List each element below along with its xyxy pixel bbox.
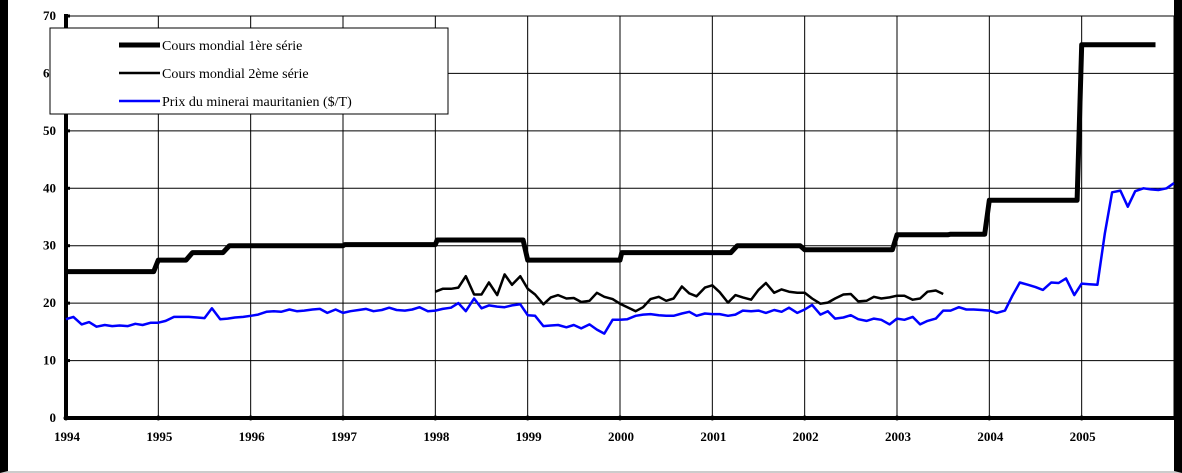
x-tick-mark [525,415,531,421]
x-tick-label: 2005 [1070,429,1097,444]
x-tick-label: 1999 [516,429,543,444]
series-line-1 [66,42,1156,275]
x-tick-label: 2002 [793,429,819,444]
x-axis-ticks: 1994 1995 1996 1997 1998 1999 2000 2001 2002 2003… [54,415,1097,444]
y-tick-label: 30 [43,238,56,253]
y-tick-label: 40 [43,180,56,195]
y-tick-label: 0 [50,410,57,425]
x-tick-mark [155,415,161,421]
y-axis-ticks: 010203040506070 [43,8,70,425]
series-lines [65,42,1175,335]
x-tick-mark [340,415,346,421]
x-tick-label: 2003 [885,429,912,444]
y-tick-label: 70 [43,8,56,23]
x-tick-label: 2001 [700,429,726,444]
x-tick-mark [248,415,254,421]
legend-label-series-1: Cours mondial 1ère série [162,39,302,54]
x-tick-label: 1996 [239,429,266,444]
x-tick-mark [709,415,715,421]
legend: Cours mondial 1ère série Cours mondial 2… [49,27,449,115]
x-tick-mark [802,415,808,421]
x-tick-label: 2004 [977,429,1004,444]
x-tick-label: 1997 [331,429,358,444]
series-line-3 [65,182,1175,335]
x-tick-label: 1995 [146,429,173,444]
x-tick-mark [432,415,438,421]
x-tick-label: 1998 [423,429,450,444]
series-line-2 [434,273,944,313]
x-tick-mark [617,415,623,421]
x-tick-mark [63,415,69,421]
line-chart: 010203040506070 199419951996199719981999… [43,8,1176,444]
x-tick-mark [986,415,992,421]
y-tick-label: 50 [43,123,56,138]
legend-label-series-3: Prix du minerai mauritanien ($/T) [162,95,352,110]
x-tick-mark [1079,415,1085,421]
y-tick-label: 20 [43,295,56,310]
x-tick-mark [894,415,900,421]
x-tick-label: 1994 [54,429,81,444]
y-tick-label: 10 [43,353,56,368]
legend-box [49,27,449,115]
legend-label-series-2: Cours mondial 2ème série [162,67,309,82]
x-tick-label: 2000 [608,429,634,444]
